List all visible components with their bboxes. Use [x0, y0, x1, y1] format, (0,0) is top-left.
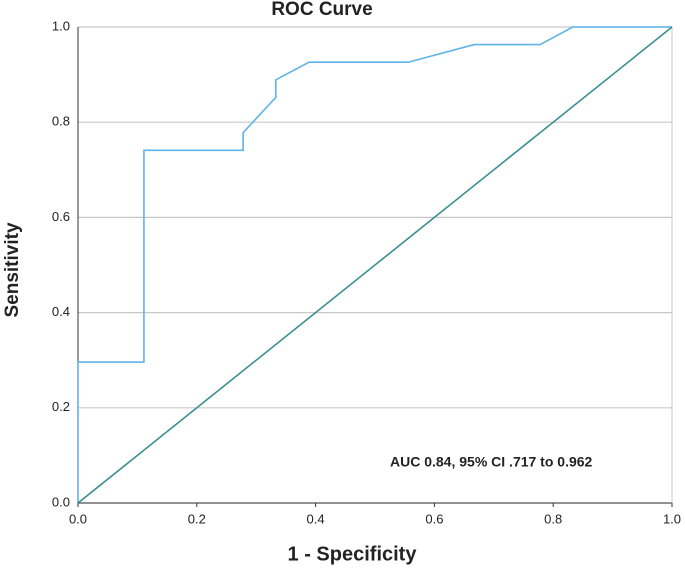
x-axis-label: 1 - Specificity [288, 543, 418, 565]
x-tick-label: 0.4 [307, 511, 325, 526]
y-axis-label: Sensitivity [2, 222, 23, 317]
y-tick-label: 0.6 [52, 209, 70, 224]
y-tick-label: 0.0 [52, 494, 70, 509]
chart-title: ROC Curve [271, 0, 372, 20]
x-tick-label: 0.0 [69, 511, 87, 526]
y-tick-label: 0.8 [52, 114, 70, 129]
x-tick-label: 1.0 [663, 511, 681, 526]
x-tick-label: 0.8 [544, 511, 562, 526]
annotation: AUC 0.84, 95% CI .717 to 0.962 [390, 454, 593, 470]
x-tick-label: 0.2 [188, 511, 206, 526]
y-tick-label: 1.0 [52, 18, 70, 33]
y-tick-label: 0.4 [52, 304, 70, 319]
roc-line [77, 26, 673, 504]
roc-line [77, 26, 672, 503]
x-tick-label: 0.6 [425, 511, 443, 526]
y-tick-label: 0.2 [52, 399, 70, 414]
